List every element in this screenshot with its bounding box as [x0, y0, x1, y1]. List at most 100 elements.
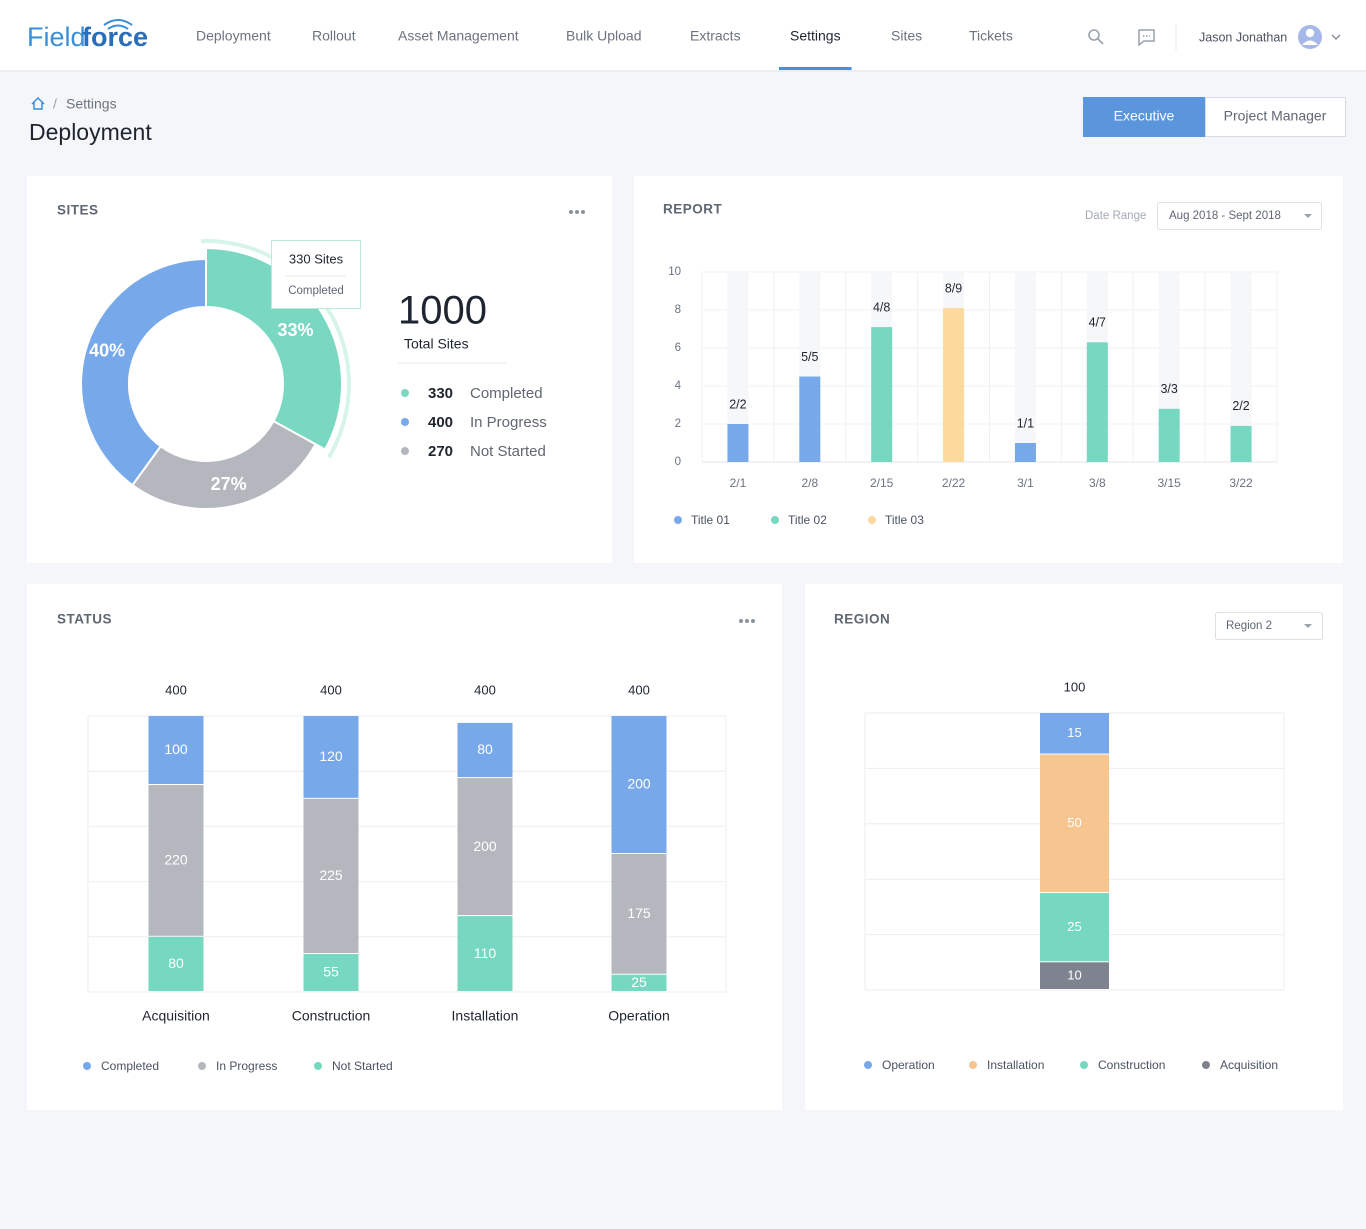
bar-segment[interactable] [1040, 893, 1109, 962]
bar-annotation: 4/7 [1089, 316, 1106, 330]
date-range-select[interactable] [1157, 202, 1322, 230]
legend-dot [864, 1061, 872, 1069]
nav-item[interactable]: Rollout [312, 28, 356, 44]
bar-total: 400 [474, 682, 496, 697]
toggle-button[interactable] [1083, 97, 1206, 137]
segment-value: 200 [627, 776, 651, 792]
x-tick-label: 2/1 [730, 476, 747, 490]
y-tick-label: 8 [675, 304, 681, 316]
bar-segment[interactable] [303, 798, 359, 954]
bar-total: 400 [320, 682, 342, 697]
legend-dot [198, 1062, 206, 1070]
user-name[interactable]: Jason Jonathan [1199, 30, 1287, 44]
legend-dot [1080, 1061, 1088, 1069]
bar-annotation: 3/3 [1160, 382, 1177, 396]
bar-segment[interactable] [148, 716, 204, 784]
bar-segment[interactable] [457, 778, 513, 916]
x-tick-label: Installation [452, 1008, 519, 1024]
card-title: STATUS [57, 612, 112, 627]
toggle-label: Project Manager [1224, 108, 1327, 124]
toggle-label: Executive [1114, 108, 1175, 124]
segment-value: 25 [1067, 919, 1081, 934]
segment-value: 80 [168, 955, 184, 971]
bar-segment[interactable] [611, 854, 667, 974]
bar[interactable] [727, 424, 749, 462]
bar-segment[interactable] [148, 785, 204, 936]
bar[interactable] [799, 376, 821, 463]
legend-label: Completed [470, 385, 543, 402]
user-chevron[interactable] [1331, 34, 1341, 41]
nav-item[interactable]: Extracts [690, 28, 741, 44]
x-tick-label: 2/15 [870, 476, 894, 490]
bar[interactable] [943, 308, 965, 462]
search-icon[interactable] [1088, 29, 1104, 45]
nav-item[interactable]: Deployment [196, 28, 271, 44]
segment-value: 175 [627, 905, 651, 921]
segment-value: 25 [631, 974, 647, 990]
bar[interactable] [1086, 342, 1108, 462]
donut-segment[interactable] [80, 257, 207, 487]
bar-segment[interactable] [1040, 962, 1109, 989]
nav-shadow [0, 70, 1366, 72]
toggle-button[interactable] [1205, 97, 1346, 137]
bar-segment[interactable] [1040, 713, 1109, 754]
bar[interactable] [1014, 443, 1036, 462]
home-icon[interactable] [31, 96, 45, 110]
avatar[interactable] [1298, 25, 1322, 49]
segment-value: 80 [477, 741, 493, 757]
report-card [634, 176, 1343, 563]
bar[interactable] [871, 327, 893, 462]
bar-segment[interactable] [457, 722, 513, 778]
legend-dot [401, 389, 409, 397]
bar-annotation: 1/1 [1017, 416, 1034, 430]
bar[interactable] [1158, 408, 1180, 462]
legend-dot [674, 516, 682, 524]
legend-label: Acquisition [1220, 1058, 1278, 1072]
bar-total: 400 [165, 682, 187, 697]
y-tick-label: 0 [675, 456, 681, 468]
x-tick-label: Acquisition [142, 1008, 210, 1024]
segment-value: 10 [1067, 968, 1081, 983]
legend-value: 400 [428, 414, 453, 431]
legend-label: Title 01 [691, 513, 730, 527]
y-tick-label: 6 [675, 342, 681, 354]
chat-icon[interactable] [1138, 29, 1155, 47]
breadcrumb-item[interactable]: Settings [66, 96, 117, 112]
more-menu[interactable] [739, 619, 755, 623]
legend-value: 330 [428, 385, 453, 402]
y-tick-label: 4 [675, 380, 682, 392]
breadcrumb-separator: / [53, 96, 57, 112]
bar-segment[interactable] [457, 916, 513, 991]
bar-segment[interactable] [303, 954, 359, 991]
segment-value: 55 [323, 964, 339, 980]
x-tick-label: 3/15 [1158, 476, 1182, 490]
date-range-value: Aug 2018 - Sept 2018 [1169, 210, 1281, 222]
region-select[interactable] [1215, 612, 1323, 640]
more-menu[interactable] [569, 210, 585, 214]
segment-value: 200 [473, 838, 497, 854]
bar-segment[interactable] [611, 716, 667, 853]
nav-item[interactable]: Settings [790, 28, 841, 44]
date-range-label: Date Range [1085, 210, 1146, 222]
bar-segment[interactable] [1040, 754, 1109, 893]
bar-segment[interactable] [303, 716, 359, 798]
nav-item[interactable]: Bulk Upload [566, 28, 642, 44]
legend-dot [83, 1062, 91, 1070]
bar-segment[interactable] [611, 974, 667, 991]
x-tick-label: 2/22 [942, 476, 966, 490]
y-tick-label: 10 [668, 266, 681, 278]
logo-bold: force [82, 22, 148, 52]
bar-total: 100 [1064, 679, 1086, 694]
nav-item[interactable]: Asset Management [398, 28, 519, 44]
nav-item[interactable]: Sites [891, 28, 922, 44]
nav-item[interactable]: Tickets [969, 28, 1013, 44]
x-tick-label: 3/8 [1089, 476, 1106, 490]
legend-dot [401, 447, 409, 455]
legend-value: 270 [428, 443, 453, 460]
segment-value: 15 [1067, 725, 1081, 740]
legend-label: Title 03 [885, 513, 924, 527]
tooltip-title: 330 Sites [289, 251, 344, 266]
bar-segment[interactable] [148, 936, 204, 991]
donut-segment[interactable] [131, 419, 317, 510]
bar[interactable] [1230, 425, 1252, 462]
